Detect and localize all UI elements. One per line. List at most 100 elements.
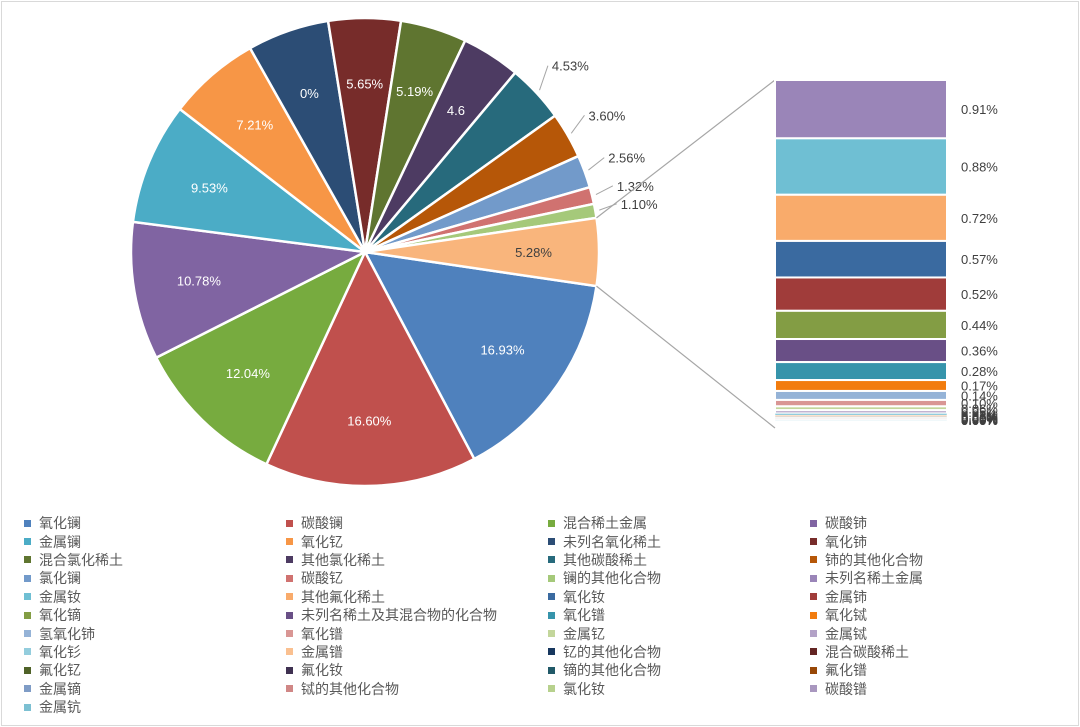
bar-label: 0.01% — [961, 410, 998, 425]
legend-label: 金属钕 — [39, 589, 81, 606]
legend-label: 镝的其他化合物 — [563, 663, 661, 680]
pie-label: 16.60% — [347, 413, 392, 428]
bar-label: 0.57% — [961, 252, 998, 267]
legend-item: 氧化铽 — [810, 606, 1064, 624]
legend-swatch — [286, 593, 293, 601]
legend-swatch — [810, 556, 817, 564]
legend-item: 金属镧 — [24, 532, 286, 551]
pie-label: 4.6 — [447, 103, 465, 118]
legend-item: 混合碳酸稀土 — [810, 643, 1064, 661]
legend-swatch — [24, 538, 31, 546]
pie-slice-氧化镧 — [362, 250, 598, 461]
legend-swatch — [286, 648, 293, 656]
bar-labels: 0.91% 0.88% 0.72% 0.57% 0.52% 0.44% 0.36% 0.28%… — [961, 102, 998, 428]
legend-item: 碳酸镧 — [286, 514, 548, 532]
bar-label: 0.00% — [961, 413, 998, 428]
pie-label: 16.93% — [480, 342, 525, 357]
legend-item: 混合稀土金属 — [548, 514, 810, 532]
legend-item: 碳酸镨 — [810, 680, 1064, 698]
legend-swatch — [548, 685, 555, 693]
legend-item: 氧化钇 — [286, 532, 548, 551]
legend-label: 金属铽 — [825, 626, 867, 643]
legend-label: 氟化钇 — [39, 663, 81, 680]
legend-item: 金属钇 — [548, 624, 810, 643]
legend-item: 其他碳酸稀土 — [548, 551, 810, 569]
legend-swatch — [810, 666, 817, 674]
legend-label: 镧的其他化合物 — [563, 571, 661, 588]
legend-swatch — [24, 685, 31, 693]
legend-label: 氢氧化铈 — [39, 626, 95, 643]
legend-item: 其他氟化稀土 — [286, 588, 548, 606]
bar-segment-氧化铽 — [774, 379, 948, 392]
legend-label: 氟化钕 — [301, 663, 343, 680]
legend-label: 金属镝 — [39, 681, 81, 698]
bar-label: 0.00% — [961, 413, 998, 428]
pie-label: 1.32% — [617, 179, 654, 194]
bar-label: 0.91% — [961, 102, 998, 117]
legend-label: 铽的其他化合物 — [301, 681, 399, 698]
pie-label: 4.53% — [552, 59, 589, 74]
legend-label: 未列名氧化稀土 — [563, 534, 661, 551]
legend-item: 氧化镨 — [286, 624, 548, 643]
bar-label: 0.01% — [961, 411, 998, 426]
bar-segment-未列名稀土金属 — [774, 79, 948, 140]
bar-label: 0.72% — [961, 211, 998, 226]
legend-label: 混合稀土金属 — [563, 516, 647, 533]
legend-label: 氧化镨 — [301, 626, 343, 643]
connector-bottom — [596, 285, 776, 429]
legend-swatch — [24, 519, 31, 527]
legend-label: 钇的其他化合物 — [563, 644, 661, 661]
legend-swatch — [24, 593, 31, 601]
bar-segment-金属钕 — [774, 137, 948, 196]
legend-swatch — [24, 556, 31, 564]
legend-item: 氧化镨 — [548, 606, 810, 624]
bar-segment-其他氟化稀土 — [774, 193, 948, 242]
bar-label: 0.36% — [961, 344, 998, 359]
legend-swatch — [286, 556, 293, 564]
legend-label: 其他氯化稀土 — [301, 552, 385, 569]
legend-label: 氧化铈 — [825, 534, 867, 551]
bar-segment-金属铈 — [774, 276, 948, 312]
bar-label: 0.88% — [961, 160, 998, 175]
legend-label: 氧化钐 — [39, 644, 81, 661]
legend-swatch — [548, 538, 555, 546]
bar-label: 0.06% — [961, 401, 998, 416]
legend-label: 氯化镧 — [39, 571, 81, 588]
bar-label: 0.10% — [961, 396, 998, 411]
legend-swatch — [24, 703, 31, 711]
legend-item: 钇的其他化合物 — [548, 643, 810, 661]
legend-label: 氧化镨 — [563, 608, 605, 625]
pie-label: 1.10% — [621, 197, 658, 212]
legend-swatch — [286, 574, 293, 582]
pie-label: 2.56% — [608, 151, 645, 166]
legend-item: 氯化钕 — [548, 680, 810, 698]
legend-item: 未列名稀土及其混合物的化合物 — [286, 606, 548, 624]
pie-label: 5.28% — [515, 245, 552, 260]
legend-swatch — [810, 611, 817, 619]
legend-label: 氯化钕 — [563, 681, 605, 698]
legend-item: 碳酸钇 — [286, 569, 548, 587]
legend-item: 氧化镧 — [24, 514, 286, 532]
legend-swatch — [24, 574, 31, 582]
bar-label: 0.03% — [961, 407, 998, 422]
leader-line — [595, 185, 614, 195]
pie-label: 3.60% — [589, 108, 626, 123]
legend-label: 金属铈 — [825, 589, 867, 606]
legend-swatch — [548, 556, 555, 564]
stacked-bar — [774, 79, 948, 421]
legend-item: 金属镨 — [286, 643, 548, 661]
bar-label: 0.44% — [961, 318, 998, 333]
connector-lines — [596, 79, 776, 429]
legend-swatch — [286, 666, 293, 674]
legend-swatch — [810, 574, 817, 582]
bar-label: 0.52% — [961, 287, 998, 302]
legend-swatch — [286, 685, 293, 693]
legend-swatch — [24, 611, 31, 619]
legend-item: 其他氯化稀土 — [286, 551, 548, 569]
legend-item: 氧化钐 — [24, 643, 286, 661]
bar-label: 0.00% — [961, 412, 998, 427]
legend-item: 镝的其他化合物 — [548, 661, 810, 679]
bar-label: 0.00% — [961, 413, 998, 428]
legend-label: 氧化钇 — [301, 534, 343, 551]
legend-swatch — [286, 611, 293, 619]
